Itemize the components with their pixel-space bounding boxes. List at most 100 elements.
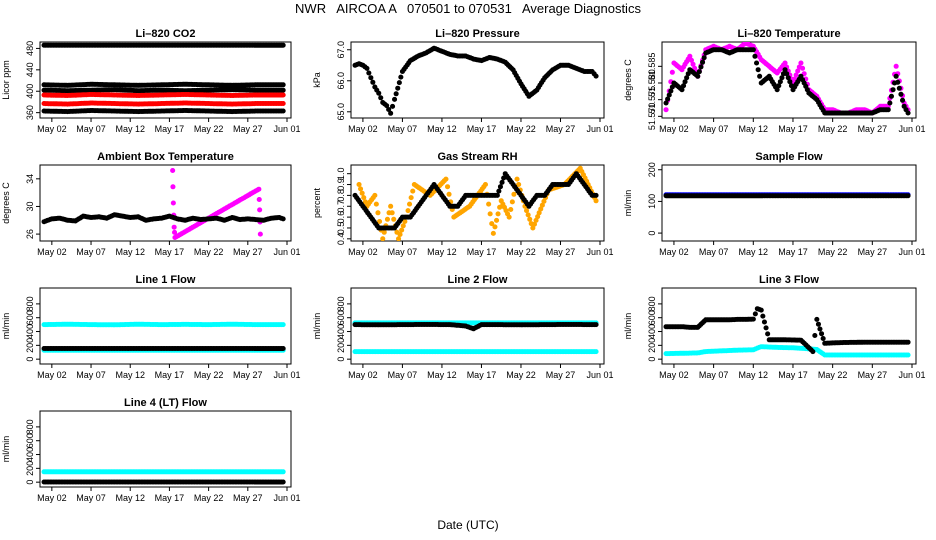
series-group: [41, 168, 286, 240]
x-tick-label: Jun 01: [273, 493, 300, 503]
series-group: [41, 42, 286, 115]
chart-panel-7: Line 1 Flow ml/min May 02 May 07 May 12 May 1…: [1, 274, 301, 380]
x-tick-label: May 22: [194, 493, 224, 503]
y-tick-label: 800: [25, 419, 35, 434]
series-group: [352, 165, 599, 241]
x-tick-label: May 22: [506, 247, 536, 257]
x-tick-label: Jun 01: [898, 370, 925, 380]
x-tick-label: May 07: [388, 247, 418, 257]
y-tick-label: 600: [25, 310, 35, 325]
chart-panel-2: Li–820 Pressure kPa May 02 May 07 May 12 May …: [312, 28, 614, 134]
x-tick-label: May 27: [858, 247, 888, 257]
series-line-3-cyan: [663, 344, 911, 358]
y-tick-label: 0.7: [336, 200, 346, 213]
x-tick-label: May 12: [739, 370, 769, 380]
x-tick-label: May 07: [699, 370, 729, 380]
x-tick-label: May 22: [818, 124, 848, 134]
y-tick-label: 200: [647, 162, 657, 177]
x-tick-label: May 02: [348, 370, 378, 380]
series-group: [352, 45, 599, 116]
x-tick-label: May 12: [739, 124, 769, 134]
x-tick-label: May 12: [739, 247, 769, 257]
y-tick-label: 440: [25, 62, 35, 77]
chart-title: Sample Flow: [755, 151, 823, 163]
x-tick-label: Jun 01: [586, 370, 613, 380]
series-upper-band: [41, 81, 286, 88]
x-tick-label: May 22: [506, 370, 536, 380]
x-tick-label: May 27: [233, 370, 263, 380]
series-temp-black: [663, 47, 911, 116]
x-tick-label: May 17: [467, 370, 497, 380]
y-tick-label: 30: [25, 201, 35, 211]
plot-frame: [661, 287, 917, 365]
y-tick-label: 0.6: [336, 211, 346, 224]
x-tick-label: May 02: [37, 370, 67, 380]
plot-frame: [39, 287, 292, 365]
series-line-3-black: [663, 306, 911, 355]
chart-panel-3: Li–820 Temperature degrees C May 02 May 07 M…: [623, 28, 926, 134]
y-tick-label: 67.0: [336, 41, 346, 59]
x-tick-label: May 27: [858, 124, 888, 134]
y-tick-label: 26: [25, 229, 35, 239]
y-tick-label: 360: [25, 105, 35, 120]
series-ref-red-low: [41, 100, 286, 107]
y-tick-label: 51.580: [647, 69, 657, 97]
y-tick-label: 800: [25, 296, 35, 311]
y-tick-label: 65.0: [336, 103, 346, 121]
y-tick-label: 600: [25, 433, 35, 448]
x-tick-label: May 17: [778, 370, 808, 380]
series-ref-red: [41, 92, 286, 98]
x-tick-label: May 02: [348, 124, 378, 134]
y-tick-label: 34: [25, 174, 35, 184]
x-tick-label: Jun 01: [586, 124, 613, 134]
x-tick-label: May 27: [546, 124, 576, 134]
y-tick-label: 200: [25, 461, 35, 476]
x-tick-label: May 07: [388, 124, 418, 134]
x-tick-label: May 02: [659, 247, 689, 257]
series-group: [352, 320, 599, 355]
x-tick-label: May 02: [659, 370, 689, 380]
x-tick-label: May 27: [233, 247, 263, 257]
y-tick-label: 51.585: [647, 53, 657, 81]
y-tick-label: 0.5: [336, 222, 346, 235]
y-axis-label: Licor ppm: [1, 60, 11, 100]
plot-frame: [661, 41, 917, 119]
x-tick-label: May 17: [467, 124, 497, 134]
y-tick-label: 200: [336, 338, 346, 353]
plot-frame: [350, 41, 605, 119]
y-tick-label: 600: [647, 310, 657, 325]
x-tick-label: May 27: [546, 370, 576, 380]
x-tick-label: Jun 01: [273, 247, 300, 257]
chart-panel-5: Gas Stream RH percent May 02 May 07 May 12 Ma…: [312, 151, 614, 257]
y-tick-label: 1.0: [336, 167, 346, 180]
x-tick-label: May 22: [818, 247, 848, 257]
x-tick-label: May 27: [546, 247, 576, 257]
x-tick-label: May 02: [37, 124, 67, 134]
y-tick-label: 0: [647, 357, 657, 362]
series-group: [663, 192, 911, 199]
x-axis-label: Date (UTC): [437, 518, 499, 532]
series-group: [41, 469, 286, 485]
x-tick-label: May 02: [37, 493, 67, 503]
y-tick-label: 400: [25, 447, 35, 462]
x-tick-label: May 12: [115, 370, 145, 380]
y-tick-label: 600: [336, 310, 346, 325]
x-tick-label: Jun 01: [273, 370, 300, 380]
series-group: [41, 321, 286, 353]
x-tick-label: May 17: [155, 124, 185, 134]
y-tick-label: 51.575: [647, 86, 657, 114]
y-tick-label: 800: [336, 296, 346, 311]
x-tick-label: May 07: [388, 370, 418, 380]
series-rh-black: [352, 171, 599, 231]
plot-frame: [350, 287, 605, 365]
plot-frame: [350, 164, 605, 242]
x-tick-label: May 17: [155, 247, 185, 257]
x-tick-label: May 22: [194, 247, 224, 257]
x-tick-label: May 12: [115, 247, 145, 257]
plot-frame: [39, 410, 292, 488]
plot-frame: [661, 164, 917, 242]
x-tick-label: May 12: [427, 247, 457, 257]
x-tick-label: May 17: [155, 370, 185, 380]
y-axis-label: percent: [312, 187, 322, 218]
x-tick-label: May 12: [427, 370, 457, 380]
